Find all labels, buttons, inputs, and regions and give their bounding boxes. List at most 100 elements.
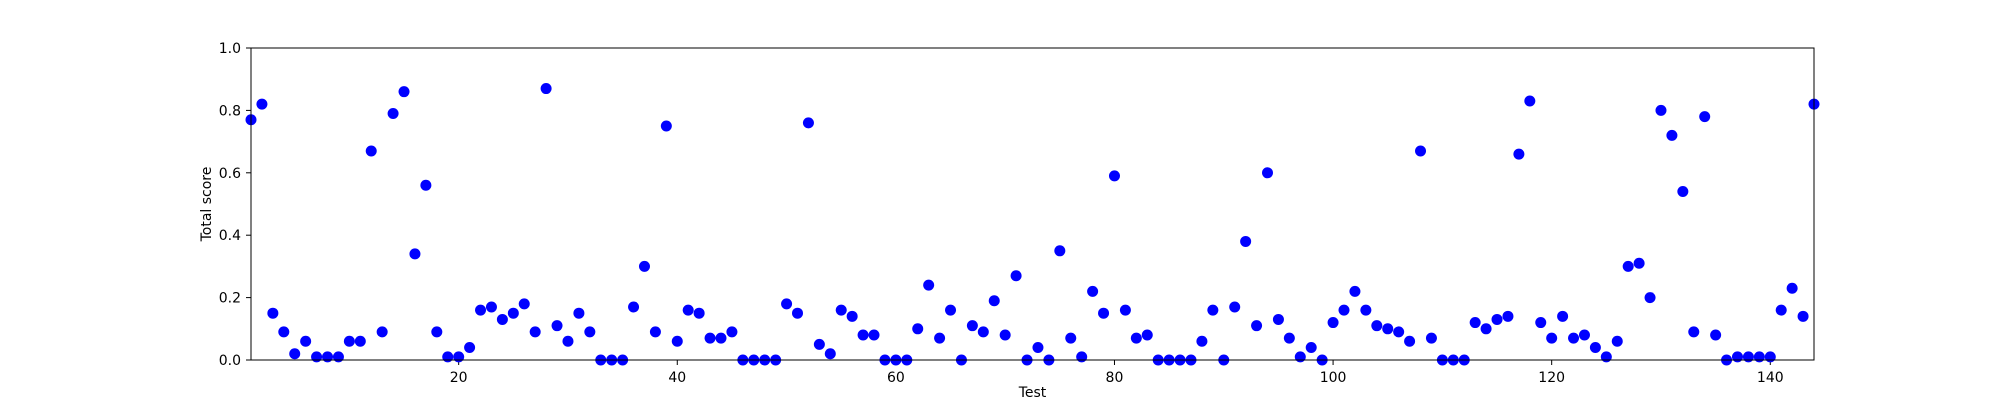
data-point (1130, 332, 1142, 344)
data-point (846, 310, 858, 322)
data-point (671, 335, 683, 347)
data-point (1119, 304, 1131, 316)
data-point (1415, 145, 1427, 157)
data-point (332, 351, 344, 363)
data-point (1251, 320, 1263, 332)
data-point (409, 248, 421, 260)
data-point (1513, 148, 1525, 160)
data-point (1098, 307, 1110, 319)
data-point (1338, 304, 1350, 316)
data-point (868, 329, 880, 341)
data-point (1655, 104, 1667, 116)
x-tick-label: 40 (668, 370, 686, 386)
data-point (1393, 326, 1405, 338)
data-point (1327, 317, 1339, 329)
data-point (1425, 332, 1437, 344)
data-point (966, 320, 978, 332)
data-point (354, 335, 366, 347)
data-point (562, 335, 574, 347)
data-point (289, 348, 301, 360)
data-point (945, 304, 957, 316)
data-point (475, 304, 487, 316)
data-point (1666, 129, 1678, 141)
data-point (584, 326, 596, 338)
data-point (1568, 332, 1580, 344)
data-point (715, 332, 727, 344)
data-point (693, 307, 705, 319)
data-point (726, 326, 738, 338)
data-point (1699, 111, 1711, 123)
x-tick-label: 120 (1538, 370, 1565, 386)
y-tick-label: 0.8 (219, 103, 241, 119)
data-point (638, 260, 650, 272)
data-point (857, 329, 869, 341)
data-point (1349, 285, 1361, 297)
y-axis-label: Total score (199, 167, 215, 243)
data-point (1371, 320, 1383, 332)
data-point (682, 304, 694, 316)
data-point (1272, 313, 1284, 325)
data-point (813, 338, 825, 350)
data-point (835, 304, 847, 316)
data-point (485, 301, 497, 313)
data-point (365, 145, 377, 157)
x-tick-label: 20 (450, 370, 468, 386)
data-point (1360, 304, 1372, 316)
data-point (1108, 170, 1120, 182)
data-point (1207, 304, 1219, 316)
data-point (1491, 313, 1503, 325)
data-point (431, 326, 443, 338)
data-point (1196, 335, 1208, 347)
data-point (1688, 326, 1700, 338)
data-point (1797, 310, 1809, 322)
data-point (573, 307, 585, 319)
x-tick-label: 60 (887, 370, 905, 386)
data-point (1240, 235, 1252, 247)
data-point (1753, 351, 1765, 363)
data-point (1633, 257, 1645, 269)
data-point (1141, 329, 1153, 341)
data-point (923, 279, 935, 291)
data-point (1087, 285, 1099, 297)
data-point (1480, 323, 1492, 335)
ticks-layer: 20 40 60 80 100 120 140 0.0 0.2 0.4 0.6 0.8 1.0 (219, 41, 1784, 386)
data-point (1611, 335, 1623, 347)
data-point (802, 117, 814, 129)
y-tick-label: 0.2 (219, 291, 241, 307)
data-point (311, 351, 323, 363)
data-point (267, 307, 279, 319)
data-point (1229, 301, 1241, 313)
data-point (1524, 95, 1536, 107)
x-tick-label: 140 (1757, 370, 1784, 386)
data-point (934, 332, 946, 344)
data-point (376, 326, 388, 338)
data-point (518, 298, 530, 310)
data-point (398, 86, 410, 98)
data-point (704, 332, 716, 344)
data-point (1054, 245, 1066, 257)
data-point (912, 323, 924, 335)
data-point (343, 335, 355, 347)
data-point (1032, 342, 1044, 354)
data-point (1644, 292, 1656, 304)
data-point (300, 335, 312, 347)
data-point (453, 351, 465, 363)
data-point (660, 120, 672, 132)
data-point (1677, 186, 1689, 198)
data-point (529, 326, 541, 338)
data-point (1742, 351, 1754, 363)
data-point (1589, 342, 1601, 354)
data-point (1622, 260, 1634, 272)
data-point (551, 320, 563, 332)
data-point (1382, 323, 1394, 335)
data-point (1404, 335, 1416, 347)
data-point (322, 351, 334, 363)
data-point (1065, 332, 1077, 344)
data-point (824, 348, 836, 360)
plot-area-frame (250, 47, 1815, 361)
x-axis-label: Test (1018, 385, 1047, 400)
data-point (1578, 329, 1590, 341)
data-point (278, 326, 290, 338)
data-point (1261, 167, 1273, 179)
data-point (977, 326, 989, 338)
